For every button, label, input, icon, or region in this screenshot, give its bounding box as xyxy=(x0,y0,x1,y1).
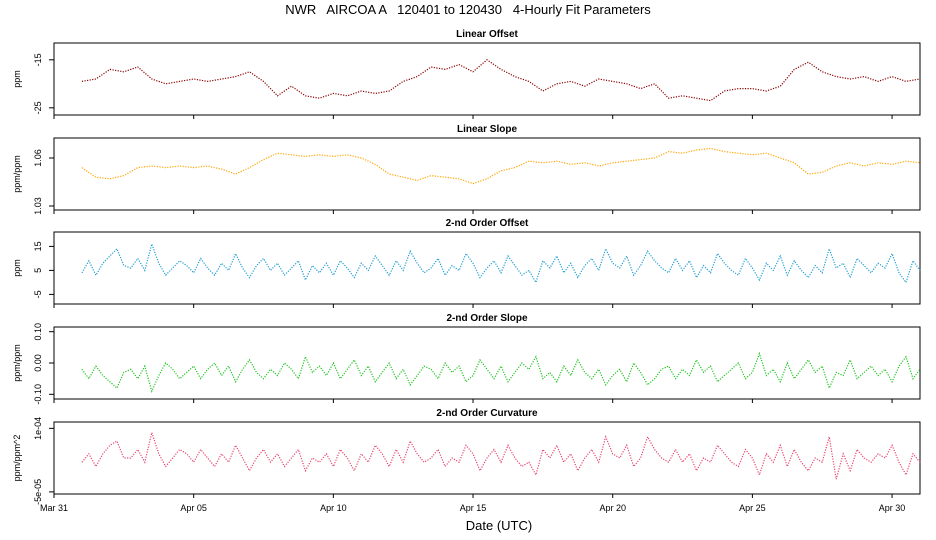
panel-frame-3 xyxy=(53,231,921,305)
y-tick-label: -0.10 xyxy=(33,384,43,405)
panel-frame-1 xyxy=(53,42,921,116)
series-line-3 xyxy=(81,242,921,284)
panel-title-5: 2-nd Order Curvature xyxy=(436,408,538,419)
y-tick-label: 5 xyxy=(33,268,43,273)
x-tick-label: Apr 10 xyxy=(320,503,347,513)
panel-frame-2 xyxy=(53,137,921,211)
y-tick-label: 0.00 xyxy=(33,354,43,372)
y-axis-label: ppm xyxy=(12,70,22,88)
y-axis-label: ppm/ppm xyxy=(12,155,22,193)
y-tick-label: -5e-05 xyxy=(33,479,43,505)
series-line-2 xyxy=(81,147,921,185)
series-line-5 xyxy=(81,430,921,480)
x-tick-label: Mar 31 xyxy=(40,503,68,513)
panel-title-3: 2-nd Order Offset xyxy=(446,218,529,229)
x-tick-label: Apr 25 xyxy=(739,503,766,513)
x-axis-label: Date (UTC) xyxy=(466,518,532,533)
y-tick-label: 1.06 xyxy=(33,149,43,167)
y-axis-label: ppm/ppm xyxy=(12,344,22,382)
y-axis-label: ppm/ppm^2 xyxy=(12,435,22,482)
chart-title: NWR AIRCOA A 120401 to 120430 4-Hourly F… xyxy=(285,2,651,17)
x-tick-label: Apr 30 xyxy=(879,503,906,513)
panel-frame-5 xyxy=(53,421,921,495)
y-tick-label: -25 xyxy=(33,101,43,114)
y-tick-label: 15 xyxy=(33,241,43,251)
y-tick-label: -5 xyxy=(33,290,43,298)
series-line-4 xyxy=(81,351,921,393)
y-tick-label: 0.10 xyxy=(33,323,43,341)
y-tick-label: 1.03 xyxy=(33,197,43,215)
x-tick-label: Apr 20 xyxy=(599,503,626,513)
panel-title-4: 2-nd Order Slope xyxy=(446,313,528,324)
y-axis-label: ppm xyxy=(12,259,22,277)
panel-title-2: Linear Slope xyxy=(457,124,517,135)
series-line-1 xyxy=(81,59,921,102)
panel-frame-4 xyxy=(53,326,921,400)
x-tick-label: Apr 05 xyxy=(180,503,207,513)
y-tick-label: 1e-04 xyxy=(33,417,43,440)
x-tick-label: Apr 15 xyxy=(460,503,487,513)
panel-title-1: Linear Offset xyxy=(456,29,518,40)
y-tick-label: -15 xyxy=(33,53,43,66)
